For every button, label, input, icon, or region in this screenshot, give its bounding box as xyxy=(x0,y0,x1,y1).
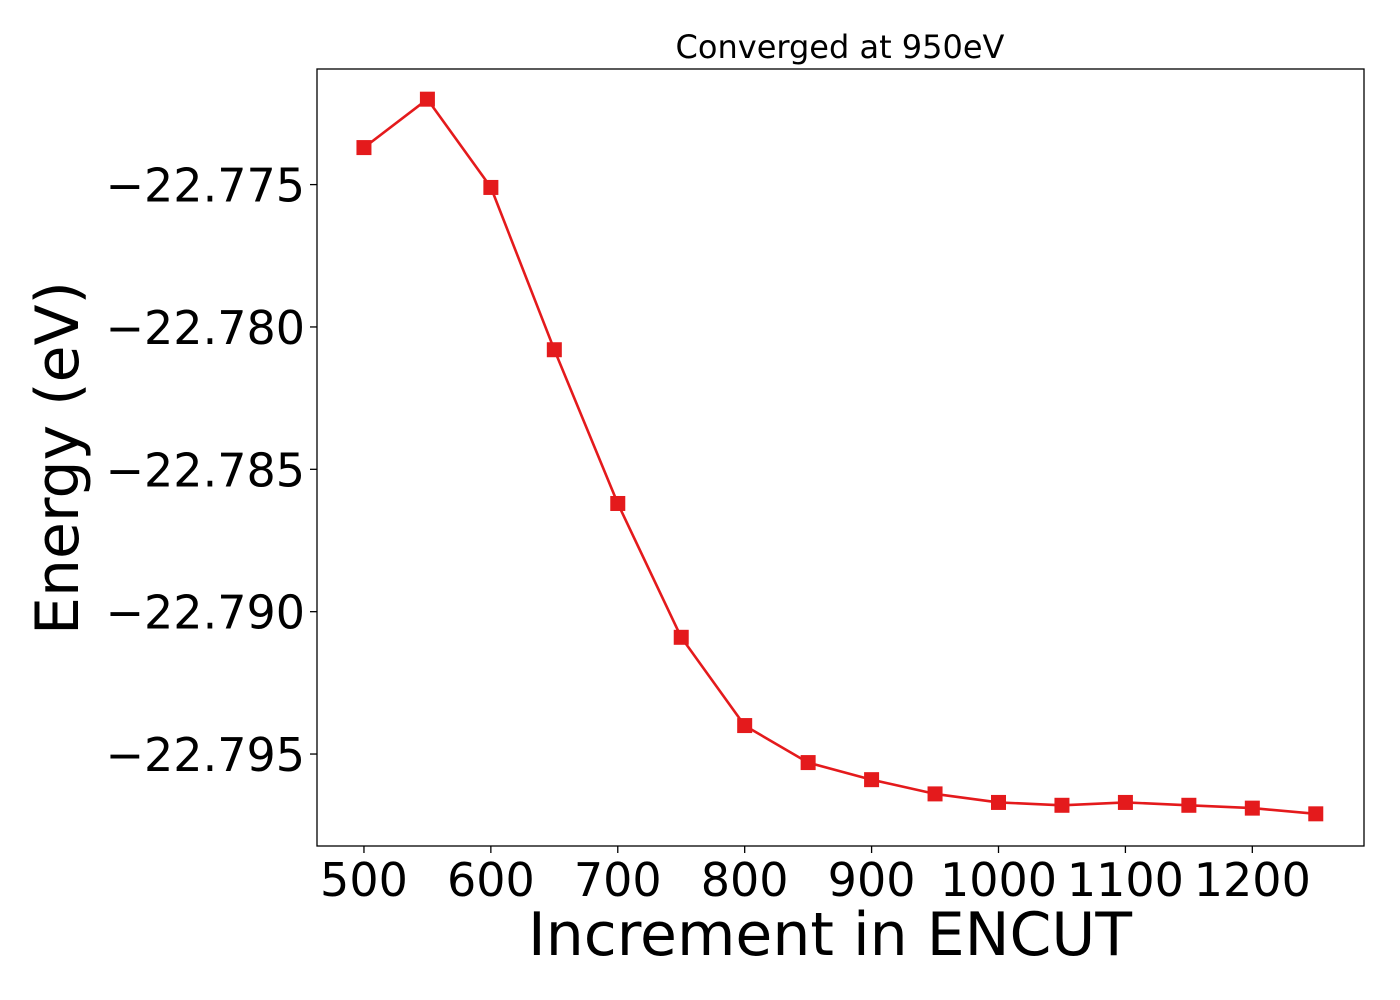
x-axis-ticks: 500 600 700 800 900 1000 1100 1200 xyxy=(320,846,1311,907)
data-point-marker xyxy=(419,91,435,107)
data-point-marker xyxy=(1308,806,1324,822)
data-point-marker xyxy=(1244,800,1260,816)
y-tick-label: −22.795 xyxy=(106,728,306,782)
x-tick-label: 700 xyxy=(574,853,662,907)
y-tick-label: −22.785 xyxy=(106,443,306,497)
chart-title: Converged at 950eV xyxy=(676,28,1005,66)
x-tick-label: 900 xyxy=(828,853,916,907)
data-point-marker xyxy=(737,718,753,734)
x-tick-label: 1200 xyxy=(1194,853,1311,907)
x-tick-label: 600 xyxy=(447,853,535,907)
plot-frame xyxy=(316,68,1365,847)
data-point-marker xyxy=(483,179,499,195)
y-tick-label: −22.790 xyxy=(106,586,306,640)
series-layer xyxy=(356,91,1324,822)
data-point-marker xyxy=(1181,797,1197,813)
data-point-marker xyxy=(356,140,372,156)
data-point-marker xyxy=(800,755,816,771)
y-tick-label: −22.780 xyxy=(106,301,306,355)
data-point-marker xyxy=(991,794,1007,810)
series-line xyxy=(363,97,1316,816)
data-point-marker xyxy=(546,342,562,358)
x-tick-label: 1100 xyxy=(1067,853,1184,907)
data-point-marker xyxy=(610,495,626,511)
data-point-marker xyxy=(864,772,880,788)
x-axis-label: Increment in ENCUT xyxy=(528,900,1132,970)
data-point-marker xyxy=(1054,797,1070,813)
y-tick-label: −22.775 xyxy=(106,159,306,213)
data-point-marker xyxy=(927,786,943,802)
data-point-marker xyxy=(1117,794,1133,810)
y-axis-label: Energy (eV) xyxy=(23,281,93,635)
y-axis-ticks: −22.775 −22.780 −22.785 −22.790 −22.795 xyxy=(106,159,317,782)
data-point-marker xyxy=(673,629,689,645)
x-tick-label: 800 xyxy=(701,853,789,907)
x-tick-label: 1000 xyxy=(940,853,1057,907)
x-tick-label: 500 xyxy=(320,853,408,907)
